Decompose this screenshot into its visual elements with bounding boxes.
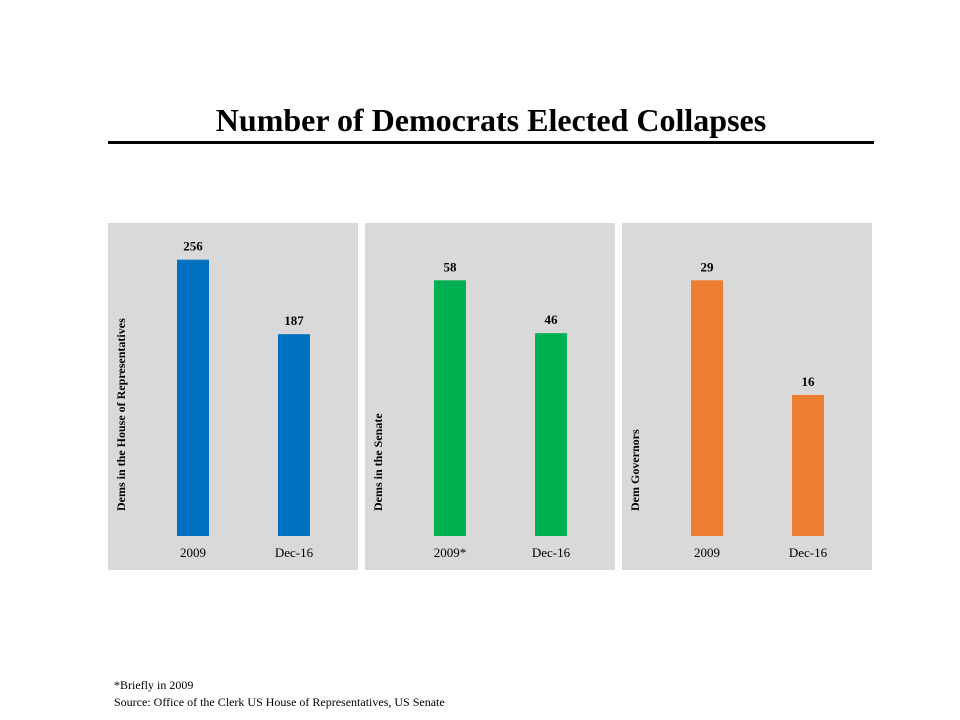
tick-label-senate-0: 2009* bbox=[434, 545, 467, 560]
footnote-block: *Briefly in 2009 Source: Office of the C… bbox=[114, 677, 445, 711]
data-label-governors-0: 29 bbox=[701, 259, 715, 274]
title-underline bbox=[108, 141, 874, 144]
bar-senate-1 bbox=[535, 333, 567, 536]
tick-label-governors-1: Dec-16 bbox=[789, 545, 828, 560]
tick-label-governors-0: 2009 bbox=[694, 545, 720, 560]
data-label-governors-1: 16 bbox=[802, 374, 816, 389]
chart-house-svg: Dems in the House of Representatives 256 2… bbox=[114, 239, 314, 560]
footnote-source: Source: Office of the Clerk US House of … bbox=[114, 695, 445, 709]
tick-label-house-1: Dec-16 bbox=[275, 545, 314, 560]
data-label-senate-0: 58 bbox=[444, 259, 458, 274]
tick-label-senate-1: Dec-16 bbox=[532, 545, 571, 560]
tick-label-house-0: 2009 bbox=[180, 545, 206, 560]
bar-house-0 bbox=[177, 259, 209, 536]
panel-governors: Dem Governors 29 2009 16 Dec-16 bbox=[622, 223, 872, 570]
chart-governors-svg: Dem Governors 29 2009 16 Dec-16 bbox=[628, 259, 828, 560]
footnote-note: *Briefly in 2009 bbox=[114, 678, 194, 692]
panel-house: Dems in the House of Representatives 256 2… bbox=[108, 223, 358, 570]
data-label-house-0: 256 bbox=[183, 239, 203, 254]
bar-senate-0 bbox=[434, 280, 466, 536]
ylabel-governors: Dem Governors bbox=[628, 429, 642, 511]
data-label-senate-1: 46 bbox=[545, 312, 559, 327]
chart-title: Number of Democrats Elected Collapses bbox=[215, 102, 767, 138]
panel-senate: Dems in the Senate 58 2009* 46 Dec-16 bbox=[365, 223, 615, 570]
bar-governors-0 bbox=[691, 280, 723, 536]
bar-governors-1 bbox=[792, 394, 824, 536]
ylabel-house: Dems in the House of Representatives bbox=[114, 318, 128, 511]
chart-senate-svg: Dems in the Senate 58 2009* 46 Dec-16 bbox=[371, 259, 571, 560]
bar-house-1 bbox=[278, 334, 310, 536]
data-label-house-1: 187 bbox=[284, 313, 304, 328]
ylabel-senate: Dems in the Senate bbox=[371, 413, 385, 511]
